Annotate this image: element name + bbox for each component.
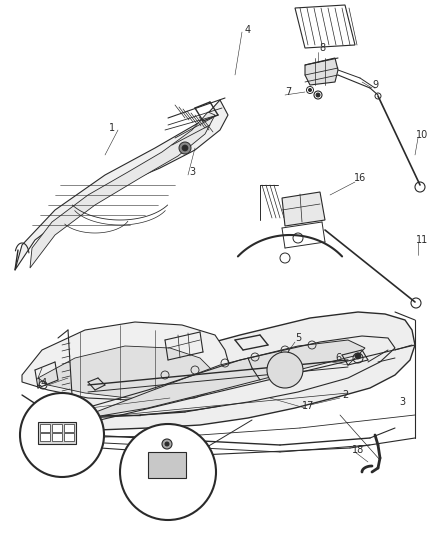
FancyBboxPatch shape bbox=[148, 452, 186, 478]
Text: 17: 17 bbox=[302, 401, 314, 411]
Text: 2: 2 bbox=[342, 390, 348, 400]
Circle shape bbox=[316, 93, 320, 97]
Text: 15: 15 bbox=[42, 423, 54, 433]
Circle shape bbox=[20, 393, 104, 477]
FancyBboxPatch shape bbox=[40, 424, 50, 432]
Polygon shape bbox=[58, 312, 415, 430]
Polygon shape bbox=[88, 340, 365, 418]
Circle shape bbox=[162, 439, 172, 449]
Text: 7: 7 bbox=[285, 87, 291, 97]
Text: 5: 5 bbox=[295, 333, 301, 343]
Polygon shape bbox=[282, 192, 325, 226]
Circle shape bbox=[355, 353, 361, 359]
Text: 13: 13 bbox=[56, 467, 68, 477]
Circle shape bbox=[308, 88, 311, 92]
Circle shape bbox=[165, 442, 169, 446]
Text: 3: 3 bbox=[189, 167, 195, 177]
Text: 4: 4 bbox=[245, 25, 251, 35]
FancyBboxPatch shape bbox=[38, 422, 76, 444]
Circle shape bbox=[267, 352, 303, 388]
FancyBboxPatch shape bbox=[52, 424, 62, 432]
Text: 18: 18 bbox=[352, 445, 364, 455]
Polygon shape bbox=[30, 112, 215, 268]
FancyBboxPatch shape bbox=[64, 424, 74, 432]
Circle shape bbox=[182, 145, 188, 151]
Text: 6: 6 bbox=[335, 353, 341, 363]
Text: 8: 8 bbox=[319, 43, 325, 53]
Polygon shape bbox=[22, 322, 230, 400]
Polygon shape bbox=[15, 100, 228, 270]
Text: 10: 10 bbox=[416, 130, 428, 140]
Text: 12: 12 bbox=[162, 500, 174, 510]
FancyBboxPatch shape bbox=[64, 433, 74, 441]
FancyBboxPatch shape bbox=[52, 433, 62, 441]
Circle shape bbox=[120, 424, 216, 520]
Polygon shape bbox=[305, 58, 338, 85]
Text: 9: 9 bbox=[372, 80, 378, 90]
FancyBboxPatch shape bbox=[40, 433, 50, 441]
Text: 11: 11 bbox=[416, 235, 428, 245]
Polygon shape bbox=[295, 5, 355, 48]
Circle shape bbox=[179, 142, 191, 154]
Text: 14: 14 bbox=[36, 378, 48, 388]
Text: 3: 3 bbox=[399, 397, 405, 407]
Text: 1: 1 bbox=[109, 123, 115, 133]
Polygon shape bbox=[38, 346, 218, 400]
Text: 16: 16 bbox=[354, 173, 366, 183]
